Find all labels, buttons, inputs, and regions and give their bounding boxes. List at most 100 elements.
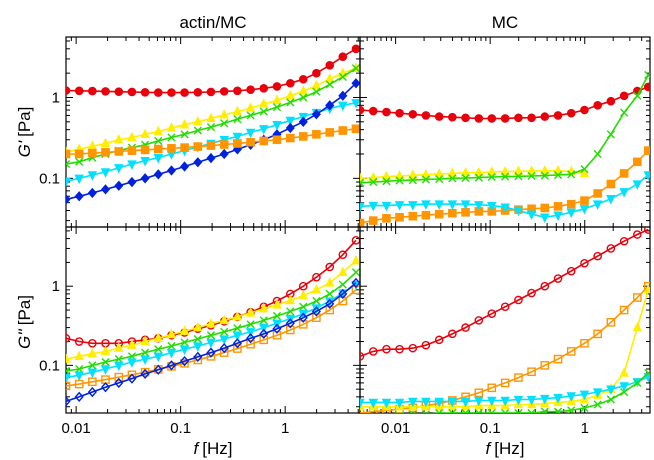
data-point-mc-gp-1 [368, 171, 378, 182]
data-point-actin-mc-gpp-1 [100, 345, 111, 356]
data-point-actin-mc-gp-0 [127, 87, 137, 97]
data-point-actin-mc-gp-0 [167, 88, 176, 97]
data-point-actin-mc-gpp-2 [299, 302, 308, 311]
data-point-actin-mc-gpp-5 [74, 391, 84, 403]
data-point-actin-mc-gp-3 [351, 99, 360, 109]
data-point-actin-mc-gp-4 [351, 78, 360, 89]
data-point-mc-gpp-4 [553, 407, 563, 413]
data-point-actin-mc-gp-2 [246, 111, 255, 120]
data-point-actin-mc-gp-3 [66, 177, 71, 188]
data-point-actin-mc-gp-2 [206, 123, 216, 132]
y-axis-label-top-unit: [Pa] [15, 107, 34, 137]
data-point-actin-mc-gp-2 [272, 103, 282, 112]
data-point-mc-gp-2 [421, 175, 430, 184]
data-point-actin-mc-gpp-5 [114, 377, 124, 389]
plot-frame-mc-gpp [359, 226, 651, 414]
data-point-actin-mc-gpp-3 [193, 342, 203, 352]
x-axis-label-right: f [Hz] [486, 439, 525, 458]
data-point-mc-gp-0 [448, 112, 457, 122]
data-point-mc-gpp-3 [447, 397, 458, 408]
panel-actin-mc-loss-modulus: 0.01 0.1 1 0.1 1 [39, 226, 361, 437]
data-point-actin-mc-gpp-2 [312, 296, 321, 306]
data-point-mc-gp-0 [408, 109, 418, 119]
data-point-actin-mc-gp-4 [153, 169, 163, 180]
data-point-mc-gpp-1 [580, 338, 589, 348]
data-point-actin-mc-gp-0 [140, 87, 150, 97]
data-point-mc-gpp-1 [553, 354, 563, 364]
data-point-mc-gp-1 [579, 167, 590, 178]
data-point-mc-gpp-3 [606, 385, 616, 395]
data-point-mc-gp-2 [369, 177, 378, 187]
data-point-mc-gpp-4 [408, 410, 417, 413]
data-point-actin-mc-gp-5 [219, 140, 229, 149]
data-point-mc-gpp-3 [460, 397, 471, 408]
data-point-actin-mc-gpp-5 [285, 318, 295, 329]
data-point-mc-gp-4 [487, 201, 497, 212]
data-point-mc-gp-1 [526, 165, 537, 175]
data-point-mc-gp-3 [580, 196, 589, 205]
plot-frame-mc-gp [359, 36, 651, 228]
data-point-mc-gpp-0 [500, 302, 510, 312]
data-point-mc-gp-2 [514, 172, 523, 181]
data-point-mc-gp-2 [620, 108, 629, 117]
data-point-actin-mc-gpp-5 [311, 306, 321, 317]
data-point-actin-mc-gpp-3 [114, 361, 124, 372]
x-tick-label-actin-mc-gpp: 0.1 [170, 420, 191, 437]
data-point-mc-gp-0 [500, 114, 510, 123]
data-point-mc-gp-1 [421, 168, 431, 179]
data-point-mc-gpp-0 [461, 323, 470, 332]
data-point-mc-gpp-0 [408, 343, 418, 353]
data-point-actin-mc-gp-3 [338, 101, 348, 112]
series-line-actin-mc-gpp-3 [66, 283, 357, 379]
data-point-actin-mc-gp-5 [88, 148, 97, 158]
data-point-mc-gp-0 [368, 106, 378, 116]
series-layer-actin-mc-gpp [66, 236, 360, 407]
data-point-mc-gp-3 [643, 146, 650, 155]
data-point-mc-gp-1 [540, 165, 550, 175]
data-point-actin-mc-gp-1 [100, 137, 111, 148]
data-point-mc-gpp-3 [381, 398, 392, 409]
data-point-actin-mc-gp-0 [286, 78, 295, 88]
data-point-mc-gp-2 [501, 172, 510, 181]
data-point-mc-gp-0 [566, 108, 576, 118]
data-point-mc-gp-1 [513, 165, 524, 176]
data-point-mc-gp-2 [606, 130, 615, 139]
data-point-actin-mc-gpp-4 [88, 377, 97, 387]
data-point-mc-gp-4 [500, 203, 510, 213]
data-point-actin-mc-gpp-3 [100, 365, 111, 375]
data-point-actin-mc-gpp-1 [74, 350, 84, 361]
data-point-actin-mc-gpp-3 [87, 368, 98, 378]
data-point-mc-gp-3 [448, 208, 457, 218]
y-axis-label-bottom-var: G'' [15, 329, 34, 349]
data-point-actin-mc-gp-5 [114, 147, 124, 156]
data-point-actin-mc-gp-2 [286, 98, 295, 107]
data-point-mc-gpp-0 [619, 236, 629, 246]
data-point-mc-gpp-4 [448, 408, 457, 413]
data-point-mc-gp-2 [644, 70, 650, 80]
data-point-actin-mc-gpp-2 [75, 364, 84, 374]
data-point-actin-mc-gp-5 [140, 145, 150, 155]
data-point-actin-mc-gpp-1 [272, 299, 282, 309]
data-point-actin-mc-gpp-5 [219, 342, 229, 354]
x-axis-label-right-var: f [486, 439, 493, 458]
data-point-mc-gpp-3 [408, 397, 418, 408]
data-point-actin-mc-gp-5 [298, 132, 308, 141]
data-point-actin-mc-gp-4 [193, 157, 203, 168]
data-point-mc-gp-1 [553, 165, 563, 175]
data-point-actin-mc-gp-5 [233, 139, 242, 148]
data-point-actin-mc-gp-1 [114, 133, 124, 144]
data-point-mc-gp-2 [633, 91, 642, 100]
data-point-mc-gpp-4 [514, 408, 523, 413]
data-point-mc-gpp-3 [500, 396, 510, 407]
data-point-mc-gp-4 [360, 202, 365, 213]
data-point-actin-mc-gpp-0 [298, 281, 308, 291]
data-point-actin-mc-gp-3 [272, 121, 282, 131]
data-point-actin-mc-gp-5 [206, 141, 216, 150]
data-point-actin-mc-gp-2 [180, 130, 189, 139]
data-point-actin-mc-gp-0 [101, 87, 110, 96]
data-point-actin-mc-gp-3 [100, 168, 111, 178]
data-point-mc-gp-1 [447, 167, 458, 178]
data-point-actin-mc-gp-2 [259, 107, 268, 116]
data-point-actin-mc-gp-0 [88, 86, 97, 96]
col-title-mc: MC [492, 13, 518, 32]
